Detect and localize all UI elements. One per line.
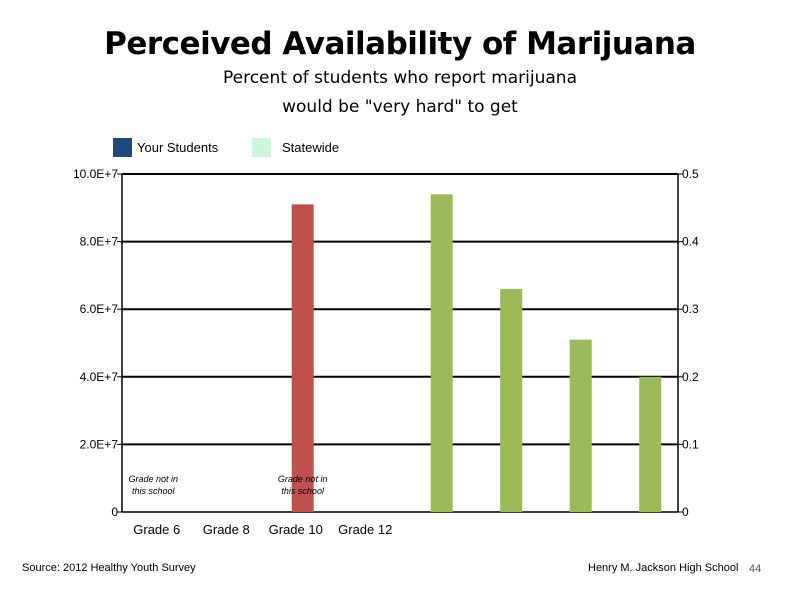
y-left-tick-label: 4.0E+7	[80, 370, 119, 384]
chart-subtitle-line-2: would be "very hard" to get	[282, 97, 518, 117]
y-right-tick-label: 0.3	[682, 302, 699, 316]
x-tick-label: Grade 8	[203, 522, 250, 537]
bar	[430, 194, 453, 512]
y-left-tick-label: 6.0E+7	[80, 302, 119, 316]
x-tick-label: Grade 10	[269, 522, 323, 537]
y-left-tick-label: 8.0E+7	[80, 235, 119, 249]
source-note: Source: 2012 Healthy Youth Survey	[22, 562, 196, 574]
y-right-tick-label: 0.1	[682, 437, 699, 451]
y-left-tick-label: 10.0E+7	[73, 167, 118, 181]
y-right-tick-label: 0	[682, 505, 689, 519]
legend-swatch-your-students	[113, 137, 132, 157]
school-name: Henry M. Jackson High School	[588, 562, 739, 574]
legend-swatch-statewide	[252, 137, 271, 157]
bar	[639, 376, 662, 512]
chart-title: Perceived Availability of Marijuana	[104, 26, 696, 62]
y-left-tick-label: 2.0E+7	[80, 437, 119, 451]
legend-item-your-students: Your Students	[113, 137, 218, 157]
x-tick-label: Grade 12	[338, 522, 392, 537]
bar	[500, 288, 523, 512]
y-right-tick-label: 0.2	[682, 370, 699, 384]
legend-label-your-students: Your Students	[137, 139, 219, 155]
y-left-tick-label: 0	[111, 505, 118, 519]
annotation-text: this school	[132, 486, 176, 496]
bar	[569, 339, 592, 512]
annotation-text: Grade not in	[129, 474, 179, 484]
chart-subtitle-line-1: Percent of students who report marijuana	[222, 68, 577, 88]
legend-label-statewide: Statewide	[282, 139, 340, 155]
x-tick-label: Grade 6	[133, 522, 180, 537]
annotation-text: Grade not in	[278, 474, 328, 484]
y-right-tick-label: 0.5	[682, 167, 699, 181]
y-right-tick-label: 0.4	[682, 235, 699, 249]
annotation-text: this school	[281, 486, 325, 496]
bar	[291, 204, 314, 513]
legend-item-statewide: Statewide	[252, 137, 339, 157]
page-number: 44	[749, 563, 762, 575]
